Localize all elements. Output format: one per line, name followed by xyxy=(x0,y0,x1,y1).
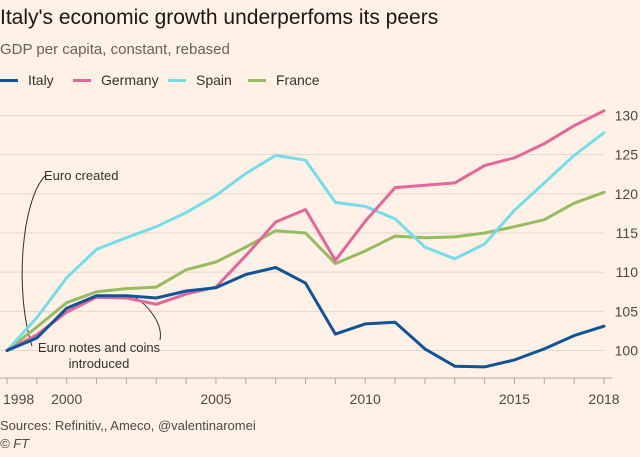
x-tick-label-2018: 2018 xyxy=(588,391,619,407)
x-tick-label-2000: 2000 xyxy=(51,391,82,407)
series-line-italy xyxy=(5,266,606,369)
y-tick-label-130: 130 xyxy=(615,108,639,124)
series-line-germany xyxy=(5,109,606,352)
annotation-euro-notes-line1: Euro notes and coins xyxy=(38,340,161,355)
legend-item-france: France xyxy=(248,72,320,88)
chart-title: Italy's economic growth underperfoms its… xyxy=(0,6,439,29)
x-tick-label-2015: 2015 xyxy=(499,391,530,407)
annotation-euro-created: Euro created xyxy=(44,168,118,183)
legend-label-germany: Germany xyxy=(101,72,159,88)
annotation-euro-notes-line2: introduced xyxy=(69,356,130,371)
y-tick-label-115: 115 xyxy=(616,225,639,241)
legend-swatch-france xyxy=(248,78,266,82)
axis-layer: 100 105 110 115 120 125 130 1998 2000 2005 2010 201… xyxy=(0,108,639,407)
legend-label-italy: Italy xyxy=(28,72,54,88)
credit-note: © FT xyxy=(0,436,30,451)
legend-swatch-germany xyxy=(73,78,91,82)
y-tick-label-125: 125 xyxy=(615,147,639,163)
legend-swatch-spain xyxy=(168,78,186,82)
legend-item-italy: Italy xyxy=(0,72,54,88)
legend-label-france: France xyxy=(276,72,320,88)
x-tick-label-2005: 2005 xyxy=(200,391,231,407)
y-tick-label-110: 110 xyxy=(616,264,639,280)
series-layer xyxy=(5,109,606,369)
y-tick-label-120: 120 xyxy=(615,186,639,202)
annotation-leader-euro-created xyxy=(21,175,46,347)
legend-swatch-italy xyxy=(0,78,18,82)
legend-item-germany: Germany xyxy=(73,72,159,88)
annotation-layer: Euro created Euro notes and coinsintroduc… xyxy=(21,168,161,371)
x-tick-label-1998: 1998 xyxy=(3,391,34,407)
source-note: Sources: Refinitiv,, Ameco, @valentinaro… xyxy=(0,418,256,433)
legend-item-spain: Spain xyxy=(168,72,232,88)
x-tick-label-2010: 2010 xyxy=(350,391,381,407)
series-line-spain xyxy=(5,131,606,352)
legend-label-spain: Spain xyxy=(196,72,232,88)
series-line-france xyxy=(5,190,606,352)
chart-subtitle: GDP per capita, constant, rebased xyxy=(0,41,230,58)
y-tick-label-105: 105 xyxy=(615,303,639,319)
y-tick-label-100: 100 xyxy=(615,343,639,359)
